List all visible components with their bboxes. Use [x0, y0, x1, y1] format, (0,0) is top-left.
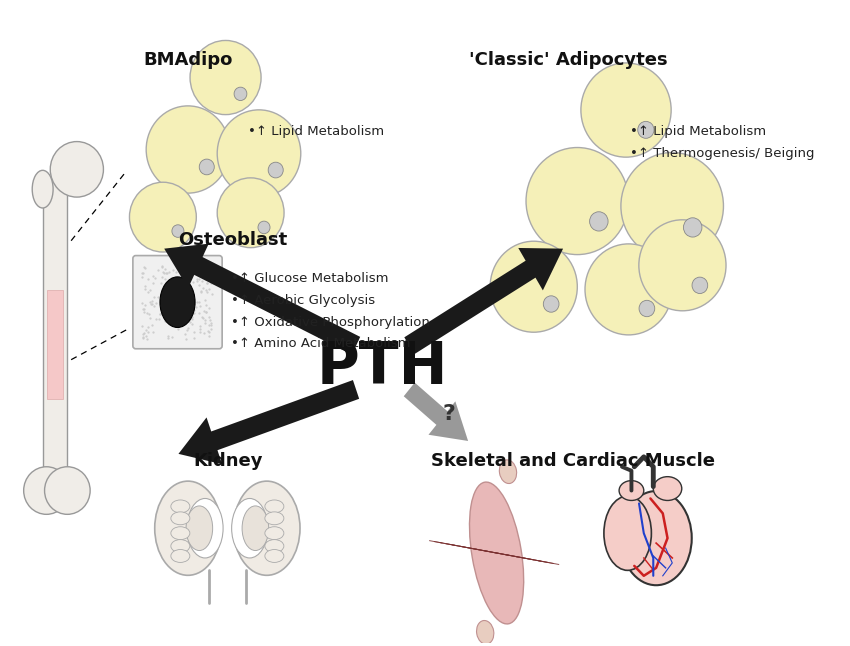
Ellipse shape	[265, 539, 284, 552]
Circle shape	[543, 296, 559, 312]
Ellipse shape	[604, 496, 651, 570]
Text: PTH: PTH	[317, 339, 449, 396]
Circle shape	[190, 41, 261, 114]
Ellipse shape	[265, 550, 284, 563]
Text: •↑ Lipid Metabolism: •↑ Lipid Metabolism	[248, 125, 384, 138]
Circle shape	[146, 106, 230, 193]
Circle shape	[50, 141, 104, 197]
Circle shape	[258, 221, 270, 234]
Text: •↑ Thermogenesis/ Beiging: •↑ Thermogenesis/ Beiging	[630, 147, 814, 160]
Polygon shape	[405, 248, 563, 354]
Circle shape	[639, 220, 726, 311]
Ellipse shape	[171, 539, 190, 552]
Ellipse shape	[242, 506, 269, 550]
Circle shape	[692, 277, 708, 293]
Ellipse shape	[234, 481, 300, 576]
Ellipse shape	[619, 481, 643, 501]
Text: •↑ Glucose Metabolism: •↑ Glucose Metabolism	[230, 272, 388, 285]
Circle shape	[218, 110, 301, 197]
Text: •↑ Lipid Metabolism: •↑ Lipid Metabolism	[630, 125, 766, 138]
Circle shape	[234, 87, 246, 101]
Circle shape	[44, 467, 90, 514]
Circle shape	[269, 162, 283, 178]
Text: ?: ?	[443, 404, 456, 424]
FancyBboxPatch shape	[133, 256, 222, 349]
Ellipse shape	[469, 482, 524, 624]
Circle shape	[172, 225, 184, 237]
Ellipse shape	[265, 512, 284, 525]
Ellipse shape	[160, 277, 195, 328]
Ellipse shape	[265, 500, 284, 513]
Circle shape	[639, 300, 655, 317]
Ellipse shape	[171, 550, 190, 563]
Text: Kidney: Kidney	[193, 452, 263, 470]
Ellipse shape	[186, 506, 212, 550]
Polygon shape	[178, 380, 360, 464]
Ellipse shape	[654, 477, 682, 501]
Ellipse shape	[265, 526, 284, 539]
Polygon shape	[42, 182, 67, 488]
Circle shape	[585, 244, 672, 335]
Ellipse shape	[232, 499, 268, 558]
Ellipse shape	[171, 526, 190, 539]
Ellipse shape	[171, 512, 190, 525]
Circle shape	[490, 241, 577, 332]
Ellipse shape	[171, 500, 190, 513]
Ellipse shape	[187, 499, 223, 558]
Ellipse shape	[32, 171, 53, 208]
Circle shape	[581, 63, 672, 157]
Circle shape	[526, 147, 629, 255]
Ellipse shape	[155, 481, 221, 576]
Circle shape	[24, 467, 69, 514]
Circle shape	[218, 178, 284, 247]
Ellipse shape	[477, 621, 494, 644]
Circle shape	[590, 212, 608, 231]
Circle shape	[129, 182, 196, 252]
Ellipse shape	[499, 460, 517, 483]
Polygon shape	[48, 290, 63, 399]
Polygon shape	[404, 382, 468, 441]
Circle shape	[683, 218, 702, 237]
Ellipse shape	[620, 491, 692, 585]
Text: •↑ Amino Acid Metabolism: •↑ Amino Acid Metabolism	[230, 337, 411, 350]
Text: Skeletal and Cardiac Muscle: Skeletal and Cardiac Muscle	[431, 452, 715, 470]
Text: •↑ Aerobic Glycolysis: •↑ Aerobic Glycolysis	[230, 294, 375, 307]
Text: BMAdipo: BMAdipo	[144, 51, 233, 69]
Circle shape	[199, 159, 214, 175]
Text: 'Classic' Adipocytes: 'Classic' Adipocytes	[468, 51, 667, 69]
Polygon shape	[164, 244, 360, 355]
Text: Osteoblast: Osteoblast	[178, 231, 287, 249]
Circle shape	[638, 121, 654, 138]
Circle shape	[620, 152, 723, 260]
Text: •↑ Oxidative Phosphorylation: •↑ Oxidative Phosphorylation	[230, 315, 429, 329]
